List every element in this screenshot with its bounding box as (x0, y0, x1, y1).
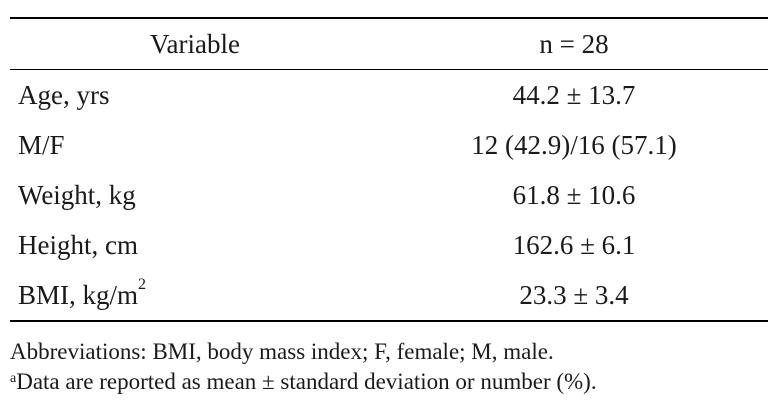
row-label: Height, cm (10, 220, 380, 270)
table-row: M/F 12 (42.9)/16 (57.1) (10, 120, 768, 170)
row-label-superscript: 2 (138, 275, 147, 293)
footnote-text: Data are reported as mean ± standard dev… (16, 369, 597, 394)
table-row: Weight, kg 61.8 ± 10.6 (10, 170, 768, 220)
table-row: Height, cm 162.6 ± 6.1 (10, 220, 768, 270)
row-value: 61.8 ± 10.6 (512, 179, 636, 210)
table-notes: Abbreviations: BMI, body mass index; F, … (10, 337, 597, 397)
footnote: aData are reported as mean ± standard de… (10, 367, 597, 397)
row-label: Age, yrs (10, 70, 380, 121)
row-value: 44.2 ± 13.7 (512, 79, 636, 110)
row-label-text: Height, cm (18, 229, 138, 260)
row-label: M/F (10, 120, 380, 170)
row-label-text: Weight, kg (18, 179, 136, 210)
table-row: Age, yrs 44.2 ± 13.7 (10, 70, 768, 121)
row-value: 23.3 ± 3.4 (380, 270, 768, 322)
demographics-table: Variable n = 28 Age, yrs 44.2 ± 13.7 M/F… (10, 17, 768, 322)
header-variable: Variable (10, 17, 380, 70)
row-label-text: BMI, kg/m (18, 279, 139, 310)
row-label: BMI, kg/m2 (10, 270, 380, 322)
footnote-marker: a (10, 371, 17, 386)
row-value: 12 (42.9)/16 (57.1) (471, 129, 677, 160)
demographics-table-container: Variable n = 28 Age, yrs 44.2 ± 13.7 M/F… (10, 17, 768, 322)
abbreviations-note: Abbreviations: BMI, body mass index; F, … (10, 339, 554, 364)
table-header-row: Variable n = 28 (10, 17, 768, 70)
row-label: Weight, kg (10, 170, 380, 220)
header-n: n = 28 (380, 17, 768, 70)
row-value: 162.6 ± 6.1 (512, 229, 636, 260)
row-label-text: M/F (18, 129, 65, 160)
table-row: BMI, kg/m2 23.3 ± 3.4 (10, 270, 768, 322)
row-label-text: Age, yrs (18, 79, 110, 110)
